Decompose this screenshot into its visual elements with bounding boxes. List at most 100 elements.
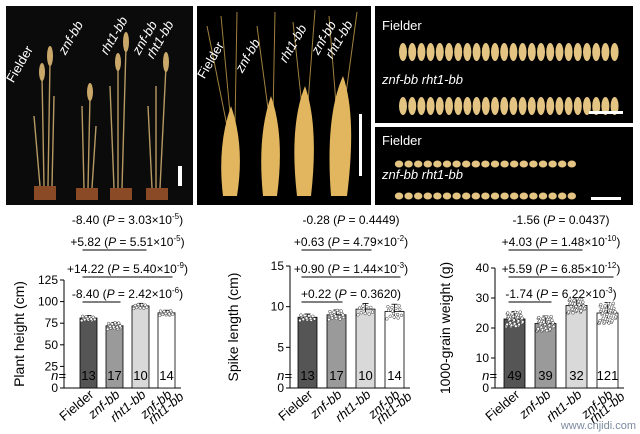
- grain: [454, 43, 463, 61]
- data-point: [396, 316, 400, 320]
- data-point: [570, 307, 574, 311]
- data-point: [576, 299, 581, 303]
- grain: [490, 160, 500, 168]
- data-point: [365, 305, 369, 309]
- data-point: [138, 306, 142, 310]
- grain: [601, 43, 610, 61]
- data-point: [518, 310, 522, 314]
- grain: [463, 97, 472, 115]
- grain: [537, 43, 545, 61]
- data-point: [113, 321, 117, 325]
- grain: [423, 160, 432, 168]
- grain: [518, 43, 527, 61]
- data-point: [601, 316, 605, 320]
- grain: [509, 43, 518, 61]
- y-tick-label: 25: [45, 359, 59, 373]
- watermark: www.cnjidi.com: [560, 420, 636, 432]
- y-tick-label: 30: [476, 291, 490, 305]
- data-point: [136, 302, 140, 307]
- y-tick-label: 5: [277, 340, 284, 354]
- stat-annotation: -8.40 (P = 3.03×10-5): [72, 212, 183, 227]
- data-point: [609, 314, 614, 318]
- data-point: [341, 313, 345, 317]
- data-point: [509, 323, 514, 327]
- data-point: [81, 314, 85, 318]
- grain: [481, 97, 490, 115]
- n-value: 14: [387, 368, 401, 383]
- data-point: [551, 321, 555, 325]
- grains-width-rows: [394, 160, 576, 200]
- data-point: [118, 324, 122, 328]
- n-value: 49: [507, 368, 521, 383]
- data-point: [399, 313, 404, 318]
- y-tick-label: 15: [271, 259, 285, 273]
- data-point: [552, 324, 556, 328]
- data-point: [312, 317, 317, 321]
- data-point: [135, 305, 139, 310]
- data-point: [140, 303, 144, 307]
- data-point: [543, 322, 547, 327]
- chart-grain-weight: 0 10 20 30 40 1000-grain weight (g) 49 39 32 121 n…: [437, 213, 627, 427]
- grain: [481, 43, 490, 61]
- grain: [454, 97, 463, 115]
- data-point: [536, 327, 540, 331]
- y-tick-label: 0: [51, 381, 58, 395]
- data-point: [112, 325, 116, 329]
- data-point: [117, 321, 121, 325]
- spikes-scale-bar: [359, 114, 362, 176]
- data-point: [363, 311, 367, 316]
- data-point: [547, 323, 552, 328]
- stat-annotation: +0.63 (P = 4.79×10-2): [294, 234, 408, 249]
- data-point: [385, 317, 389, 321]
- y-tick-label: 10: [476, 351, 490, 365]
- data-point: [606, 317, 610, 322]
- data-point: [370, 310, 375, 314]
- data-point: [388, 314, 392, 318]
- data-point: [169, 309, 173, 313]
- data-point: [159, 309, 163, 313]
- grain: [555, 43, 564, 61]
- grain: [500, 192, 509, 200]
- stat-annotation: +5.59 (P = 6.85×10-12): [502, 261, 621, 276]
- data-point: [356, 313, 360, 317]
- grain: [573, 43, 582, 61]
- photo-grains-width: Fielder znf-bb rht1-bb: [375, 127, 633, 205]
- data-point: [115, 325, 119, 329]
- grain: [491, 43, 499, 61]
- grain: [462, 192, 471, 200]
- grain: [567, 192, 576, 200]
- data-point: [517, 322, 521, 327]
- data-point: [604, 307, 608, 312]
- data-point: [507, 317, 512, 321]
- data-point: [132, 306, 136, 311]
- data-point: [516, 315, 520, 319]
- grain: [583, 43, 591, 61]
- data-point: [540, 328, 545, 332]
- data-point: [607, 305, 612, 309]
- grain: [527, 43, 536, 61]
- grains-width-row1-label: Fielder: [382, 133, 422, 148]
- grain: [399, 43, 407, 61]
- data-point: [299, 313, 303, 317]
- grain: [481, 192, 490, 200]
- grain: [567, 160, 576, 168]
- data-point: [599, 302, 603, 307]
- stat-annotation: +5.82 (P = 5.51×10-5): [70, 234, 184, 249]
- n-value: 10: [133, 368, 147, 383]
- n-prefix: n=: [277, 368, 292, 383]
- y-tick-label: 40: [476, 261, 490, 275]
- data-point: [391, 311, 396, 316]
- y-tick-label: 0: [277, 381, 284, 395]
- grain: [564, 97, 573, 115]
- photo-plants: Fielder znf-bb rht1-bb znf-bb rht1-bb: [6, 6, 193, 205]
- data-point: [598, 318, 602, 323]
- grain: [601, 97, 610, 115]
- data-point: [568, 301, 573, 305]
- y-tick-label: 75: [45, 316, 59, 330]
- stat-annotation: +4.03 (P = 1.48×10-10): [502, 234, 621, 249]
- data-point: [164, 311, 168, 316]
- grain: [527, 97, 536, 115]
- grain: [414, 192, 423, 200]
- data-point: [397, 304, 401, 308]
- grain: [592, 43, 601, 61]
